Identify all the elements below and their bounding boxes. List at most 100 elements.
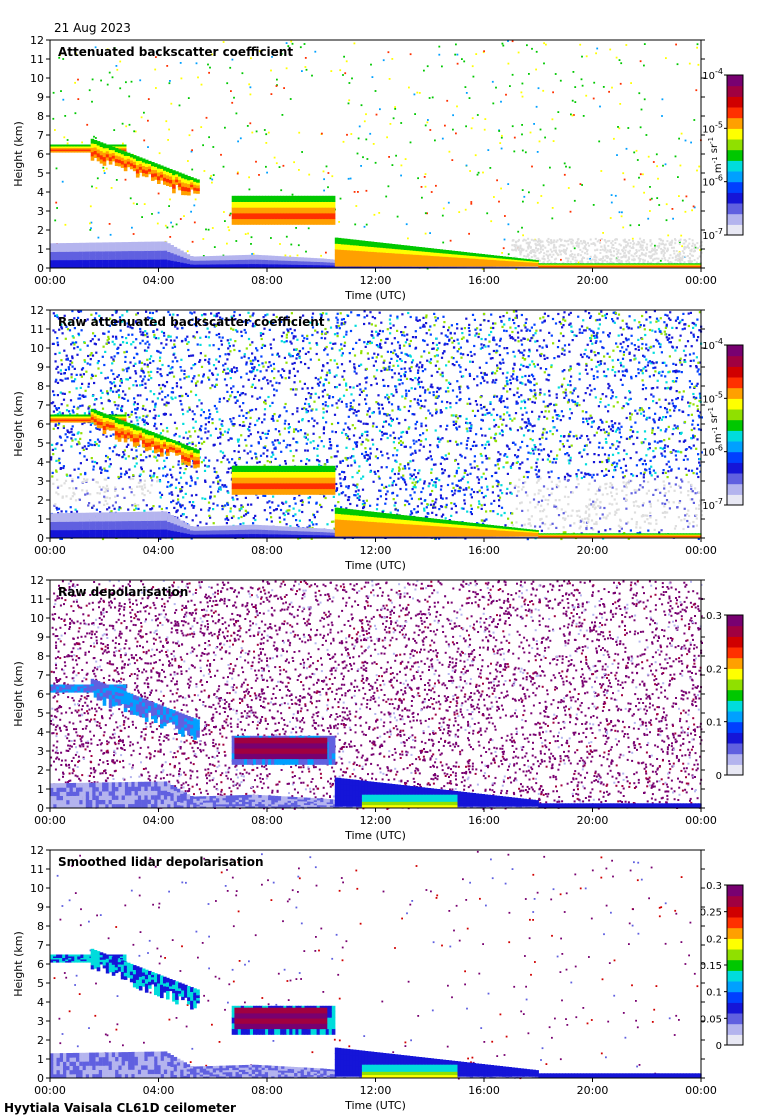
- x-tick-label: 08:00: [251, 274, 283, 287]
- colorbar-swatch: [727, 366, 743, 378]
- x-tick-label: 00:00: [34, 544, 66, 557]
- y-tick-label: 5: [37, 707, 44, 720]
- y-tick-label: 5: [37, 167, 44, 180]
- y-tick-label: 8: [37, 650, 44, 663]
- colorbar-swatch: [727, 732, 743, 744]
- x-tick-label: 00:00: [685, 814, 717, 827]
- x-tick-label: 20:00: [577, 274, 609, 287]
- colorbar-tick-label: 10-4: [702, 337, 723, 352]
- y-tick-label: 7: [37, 669, 44, 682]
- y-tick-label: 9: [37, 91, 44, 104]
- x-tick-label: 12:00: [360, 814, 392, 827]
- y-tick-label: 8: [37, 380, 44, 393]
- colorbar-swatch: [727, 700, 743, 712]
- colorbar-tick-label: 0: [716, 1041, 722, 1052]
- x-tick-label: 00:00: [34, 814, 66, 827]
- x-tick-label: 00:00: [34, 274, 66, 287]
- x-tick-label: 00:00: [685, 1084, 717, 1097]
- y-tick-label: 0: [37, 532, 44, 545]
- colorbar-swatch: [727, 906, 743, 918]
- colorbar-swatch: [727, 430, 743, 442]
- x-tick-label: 04:00: [143, 544, 175, 557]
- y-tick-label: 4: [37, 186, 44, 199]
- colorbar-tick-label: 0.25: [700, 908, 722, 919]
- colorbar-swatch: [727, 615, 743, 627]
- x-tick-label: 00:00: [34, 1084, 66, 1097]
- plot-area: [50, 850, 701, 1078]
- y-tick-label: 9: [37, 631, 44, 644]
- x-axis-label: Time (UTC): [344, 289, 406, 302]
- y-tick-label: 6: [37, 958, 44, 971]
- colorbar-tick-label: 0.3: [706, 611, 722, 622]
- x-tick-label: 16:00: [468, 1084, 500, 1097]
- colorbar-swatch: [727, 927, 743, 939]
- y-tick-label: 1: [37, 243, 44, 256]
- colorbar-unit: m-1 sr-1: [707, 137, 724, 173]
- colorbar-tick-label: 0: [716, 771, 722, 782]
- y-tick-label: 2: [37, 494, 44, 507]
- y-tick-label: 10: [30, 882, 44, 895]
- colorbar-swatch: [727, 949, 743, 961]
- colorbar-swatch: [727, 181, 743, 193]
- colorbar-swatch: [727, 398, 743, 410]
- colorbar-swatch: [727, 85, 743, 97]
- colorbar-swatch: [727, 75, 743, 87]
- colorbar-swatch: [727, 149, 743, 161]
- colorbar-swatch: [727, 917, 743, 929]
- colorbar-swatch: [727, 743, 743, 755]
- colorbar-swatch: [727, 139, 743, 151]
- x-tick-label: 12:00: [360, 544, 392, 557]
- heatmap-cells: [50, 310, 704, 541]
- page-date: 21 Aug 2023: [54, 21, 131, 35]
- x-tick-label: 16:00: [468, 544, 500, 557]
- colorbar-swatch: [727, 970, 743, 982]
- y-tick-label: 2: [37, 764, 44, 777]
- x-tick-label: 08:00: [251, 544, 283, 557]
- panel-title: Attenuated backscatter coefficient: [58, 45, 293, 59]
- colorbar-tick-label: 0.2: [706, 664, 722, 675]
- y-tick-label: 9: [37, 901, 44, 914]
- y-tick-label: 0: [37, 802, 44, 815]
- colorbar-tick-label: 10-6: [702, 174, 723, 189]
- colorbar-swatch: [727, 117, 743, 129]
- panel-title: Raw depolarisation: [58, 585, 188, 599]
- colorbar-swatch: [727, 462, 743, 474]
- x-axis-label: Time (UTC): [344, 829, 406, 842]
- y-axis-label: Height (km): [12, 661, 25, 727]
- colorbar-swatch: [727, 451, 743, 463]
- colorbar-swatch: [727, 895, 743, 907]
- x-tick-label: 12:00: [360, 1084, 392, 1097]
- colorbar-tick-label: 0.05: [700, 1014, 722, 1025]
- x-tick-label: 04:00: [143, 274, 175, 287]
- colorbar-swatch: [727, 355, 743, 367]
- colorbar-swatch: [727, 885, 743, 897]
- y-tick-label: 8: [37, 920, 44, 933]
- y-tick-label: 3: [37, 745, 44, 758]
- y-tick-label: 5: [37, 977, 44, 990]
- y-tick-label: 6: [37, 148, 44, 161]
- colorbar-unit: m-1 sr-1: [707, 407, 724, 443]
- colorbar-tick-label: 0.1: [706, 988, 722, 999]
- y-tick-label: 7: [37, 939, 44, 952]
- colorbar: 10-4 10-5 10-6 10-7 m-1 sr-1: [702, 337, 744, 512]
- y-axis-label: Height (km): [12, 931, 25, 997]
- y-tick-label: 7: [37, 129, 44, 142]
- y-tick-label: 12: [30, 574, 44, 587]
- colorbar-tick-label: 10-4: [702, 67, 723, 82]
- instrument-label: Hyytiala Vaisala CL61D ceilometer: [4, 1101, 236, 1115]
- heatmap-cells: [50, 40, 703, 270]
- colorbar-swatch: [727, 387, 743, 399]
- colorbar-swatch: [727, 1023, 743, 1035]
- y-tick-label: 2: [37, 224, 44, 237]
- y-axis-label: Height (km): [12, 121, 25, 187]
- colorbar-swatch: [727, 377, 743, 389]
- colorbar-swatch: [727, 107, 743, 119]
- colorbar: 0.3 0.25 0.2 0.15 0.1 0.05 0: [700, 881, 744, 1052]
- colorbar-frame: [726, 614, 744, 776]
- colorbar-swatch: [727, 483, 743, 495]
